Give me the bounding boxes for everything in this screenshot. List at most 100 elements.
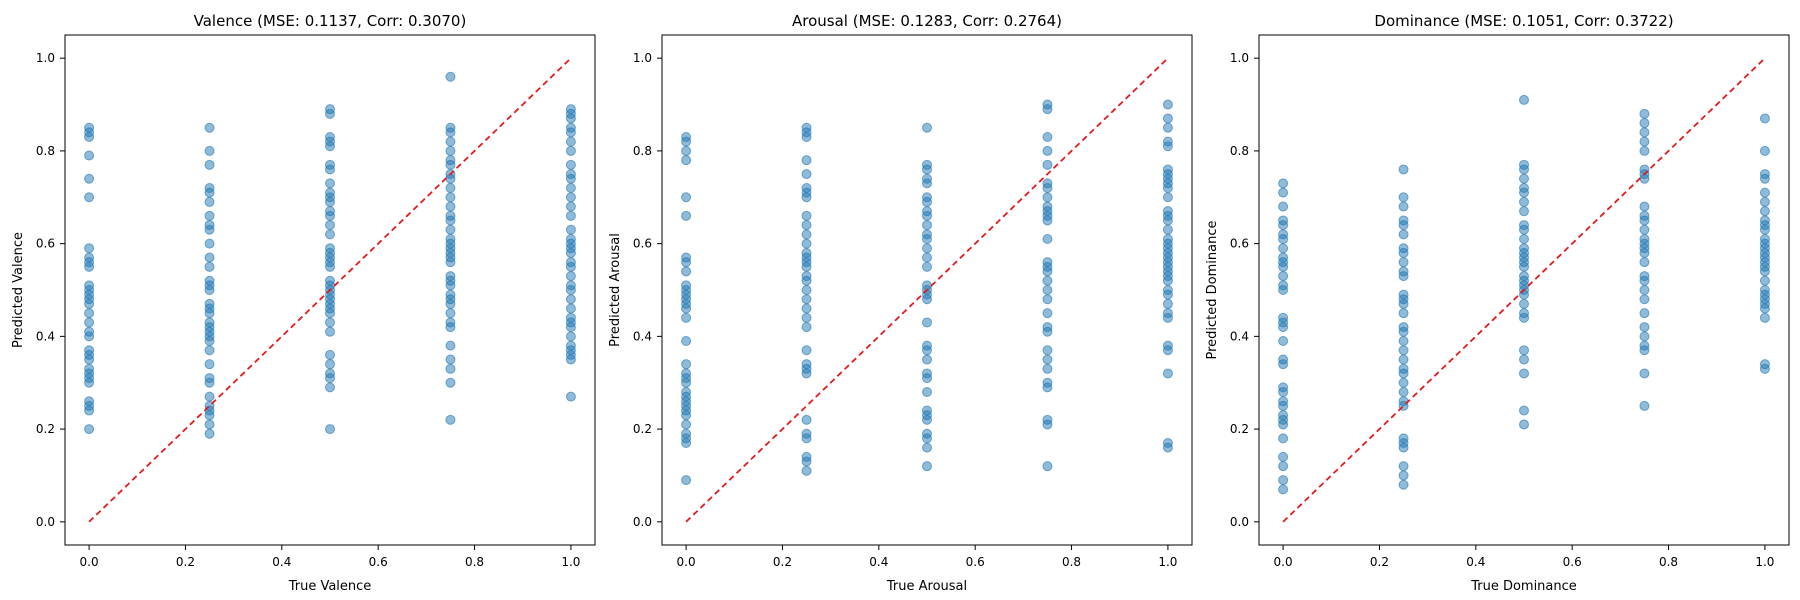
data-point — [325, 359, 335, 370]
y-tick-label: 0.2 — [1230, 422, 1249, 436]
data-point — [801, 229, 812, 240]
data-point — [1519, 368, 1529, 379]
data-point — [1278, 419, 1289, 430]
data-point — [565, 322, 576, 333]
data-point — [565, 354, 576, 365]
x-tick-label: 1.0 — [1755, 555, 1774, 569]
data-point — [445, 280, 456, 291]
x-tick-label: 0.2 — [773, 555, 792, 569]
data-point — [1162, 192, 1173, 203]
data-point — [1759, 266, 1770, 277]
data-point — [84, 405, 95, 416]
data-point — [1398, 257, 1409, 268]
data-point — [1398, 470, 1409, 481]
data-point — [922, 294, 932, 305]
data-point — [681, 336, 692, 346]
data-point — [1042, 215, 1053, 226]
x-tick-label: 1.0 — [1158, 555, 1177, 569]
data-point — [204, 410, 215, 421]
data-point — [565, 294, 576, 305]
data-point — [1162, 99, 1173, 110]
data-point — [1278, 475, 1289, 486]
data-point — [1398, 164, 1409, 175]
data-point — [1639, 400, 1650, 411]
data-point — [922, 234, 932, 244]
data-point — [1398, 271, 1409, 282]
data-point — [445, 224, 456, 235]
data-point — [445, 340, 456, 351]
data-point — [204, 224, 215, 235]
data-point — [1759, 275, 1770, 286]
data-point — [565, 303, 576, 314]
data-point — [445, 215, 456, 226]
data-point — [1278, 451, 1289, 462]
data-point — [1278, 387, 1289, 397]
data-point — [1639, 173, 1650, 184]
data-point — [84, 298, 95, 309]
data-point — [681, 475, 692, 486]
data-point — [681, 303, 692, 314]
data-point — [1042, 294, 1053, 305]
data-point — [565, 247, 576, 258]
data-point — [681, 266, 692, 277]
data-point — [565, 285, 576, 295]
data-point — [325, 164, 335, 175]
x-tick-label: 0.0 — [1274, 555, 1293, 569]
scatter-points — [84, 71, 576, 439]
data-point — [1278, 322, 1289, 333]
data-point — [922, 461, 932, 472]
data-point — [1639, 247, 1650, 258]
data-point — [565, 331, 576, 342]
data-point — [84, 192, 95, 203]
data-point — [1519, 164, 1529, 175]
data-point — [325, 382, 335, 393]
data-point — [1639, 331, 1650, 342]
data-point — [445, 173, 456, 184]
data-point — [1278, 234, 1289, 244]
data-point — [445, 298, 456, 309]
x-tick-label: 1.0 — [561, 555, 580, 569]
data-point — [681, 210, 692, 221]
data-point — [1278, 484, 1289, 495]
data-point — [325, 326, 335, 337]
data-point — [681, 155, 692, 166]
data-point — [801, 220, 812, 231]
data-point — [681, 419, 692, 430]
data-point — [445, 127, 456, 138]
data-point — [681, 192, 692, 203]
y-tick-label: 0.0 — [1230, 515, 1249, 529]
data-point — [1042, 354, 1053, 365]
data-point — [204, 391, 215, 402]
data-point — [1162, 368, 1173, 379]
y-axis-label: Predicted Arousal — [608, 233, 623, 347]
data-point — [204, 336, 215, 346]
data-point — [1639, 224, 1650, 235]
data-point — [922, 210, 932, 221]
data-point — [922, 261, 932, 272]
chart-title: Dominance (MSE: 0.1051, Corr: 0.3722) — [1374, 12, 1673, 30]
data-point — [922, 354, 932, 365]
data-point — [1278, 400, 1289, 411]
data-point — [325, 317, 335, 328]
data-point — [1519, 312, 1529, 323]
data-point — [1519, 261, 1529, 272]
data-point — [1162, 215, 1173, 226]
data-point — [1519, 206, 1529, 217]
data-point — [801, 303, 812, 314]
data-point — [445, 183, 456, 193]
data-point — [1162, 183, 1173, 193]
data-point — [325, 308, 335, 319]
data-point — [922, 317, 932, 328]
data-point — [204, 252, 215, 263]
y-tick-label: 1.0 — [633, 51, 652, 65]
data-point — [445, 136, 456, 147]
reference-line — [685, 57, 1169, 523]
data-point — [84, 317, 95, 328]
data-point — [1162, 289, 1173, 300]
data-point — [1759, 187, 1770, 198]
data-point — [204, 187, 215, 198]
data-point — [1042, 419, 1053, 430]
data-point — [801, 192, 812, 203]
data-point — [204, 196, 215, 207]
